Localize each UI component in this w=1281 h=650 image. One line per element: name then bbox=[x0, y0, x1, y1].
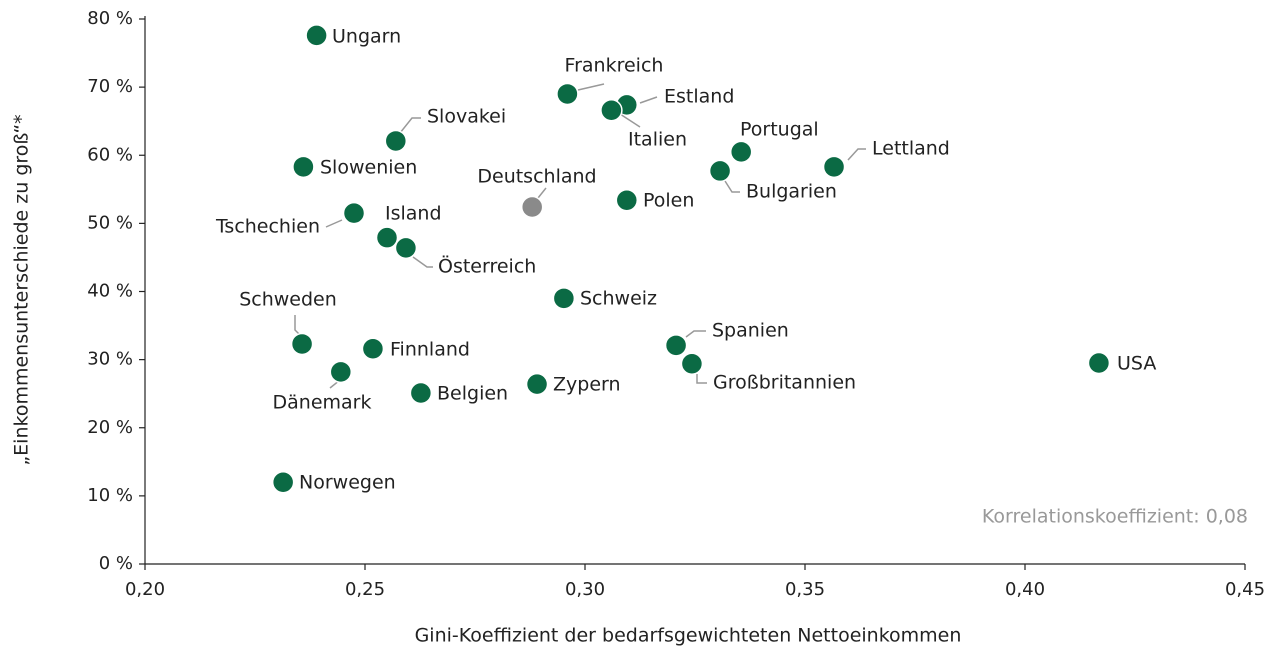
point-label: Finnland bbox=[390, 339, 470, 361]
y-axis-label: „Einkommensunterschiede zu groß“* bbox=[11, 114, 33, 465]
y-tick-label: 40 % bbox=[87, 281, 133, 302]
y-tick-label: 10 % bbox=[87, 485, 133, 506]
point-label: Estland bbox=[664, 86, 734, 108]
point bbox=[680, 352, 704, 375]
point bbox=[822, 155, 846, 179]
point-label: Zypern bbox=[553, 374, 621, 396]
leader-line bbox=[619, 113, 641, 128]
point bbox=[292, 155, 315, 179]
x-tick-label: 0,25 bbox=[345, 579, 385, 600]
y-tick-label: 20 % bbox=[87, 417, 133, 438]
point bbox=[525, 372, 549, 396]
point bbox=[1087, 351, 1111, 375]
leader-line bbox=[325, 219, 343, 228]
x-tick-label: 0,35 bbox=[785, 579, 825, 600]
point-label: Belgien bbox=[437, 383, 508, 405]
point-label: Dänemark bbox=[273, 392, 372, 414]
point-label: Polen bbox=[643, 190, 694, 212]
leader-line bbox=[696, 374, 707, 384]
point bbox=[342, 201, 366, 225]
point bbox=[552, 287, 576, 310]
point bbox=[600, 99, 623, 122]
x-tick-label: 0,45 bbox=[1225, 579, 1265, 600]
point-label: Slowenien bbox=[320, 157, 417, 179]
point bbox=[384, 129, 408, 153]
point bbox=[409, 381, 433, 405]
leader-line bbox=[639, 96, 658, 104]
point bbox=[394, 236, 418, 260]
point-label: Spanien bbox=[712, 320, 789, 342]
point-label: Deutschland bbox=[477, 166, 596, 188]
point-label: Portugal bbox=[740, 119, 819, 141]
point bbox=[361, 337, 385, 360]
y-tick-label: 80 % bbox=[87, 8, 133, 29]
point-label: Frankreich bbox=[565, 55, 664, 77]
point-label: Slovakei bbox=[427, 106, 506, 128]
y-tick-label: 0 % bbox=[99, 553, 133, 574]
point bbox=[664, 334, 688, 357]
x-tick-label: 0,30 bbox=[565, 579, 605, 600]
x-tick-label: 0,20 bbox=[125, 579, 165, 600]
y-tick-label: 50 % bbox=[87, 212, 133, 233]
x-axis-label: Gini-Koeffizient der bedarfsgewichteten … bbox=[415, 625, 962, 647]
point-label: Norwegen bbox=[299, 472, 396, 494]
point-label: Bulgarien bbox=[746, 181, 837, 203]
leader-line bbox=[577, 83, 605, 91]
x-tick-label: 0,40 bbox=[1005, 579, 1045, 600]
leader-line bbox=[399, 117, 421, 134]
point bbox=[305, 24, 328, 47]
point bbox=[708, 159, 732, 183]
point-label: Österreich bbox=[438, 255, 536, 278]
leader-line bbox=[724, 180, 740, 193]
point bbox=[375, 226, 399, 249]
leader-line bbox=[412, 256, 433, 268]
leader-line bbox=[294, 315, 301, 336]
point-label: Schweden bbox=[239, 289, 337, 311]
leader-line bbox=[537, 187, 547, 199]
leader-line bbox=[847, 148, 866, 161]
point bbox=[729, 140, 753, 164]
leader-line bbox=[685, 330, 706, 338]
point bbox=[329, 360, 353, 384]
annotation: Korrelationskoeffizient: 0,08 bbox=[982, 506, 1248, 528]
point-label: Lettland bbox=[872, 138, 950, 160]
point-label: USA bbox=[1117, 353, 1156, 375]
point-label: Großbritannien bbox=[713, 372, 856, 394]
point bbox=[271, 471, 295, 494]
point bbox=[520, 195, 544, 219]
point-label: Ungarn bbox=[332, 26, 401, 48]
point bbox=[290, 332, 314, 356]
y-tick-label: 70 % bbox=[87, 76, 133, 97]
point-label: Italien bbox=[628, 129, 687, 151]
point bbox=[615, 188, 639, 212]
y-tick-label: 30 % bbox=[87, 349, 133, 370]
point-label: Schweiz bbox=[580, 288, 657, 310]
point-label: Island bbox=[385, 203, 442, 225]
point-label: Tschechien bbox=[215, 216, 320, 238]
point bbox=[556, 82, 579, 106]
y-tick-label: 60 % bbox=[87, 144, 133, 165]
